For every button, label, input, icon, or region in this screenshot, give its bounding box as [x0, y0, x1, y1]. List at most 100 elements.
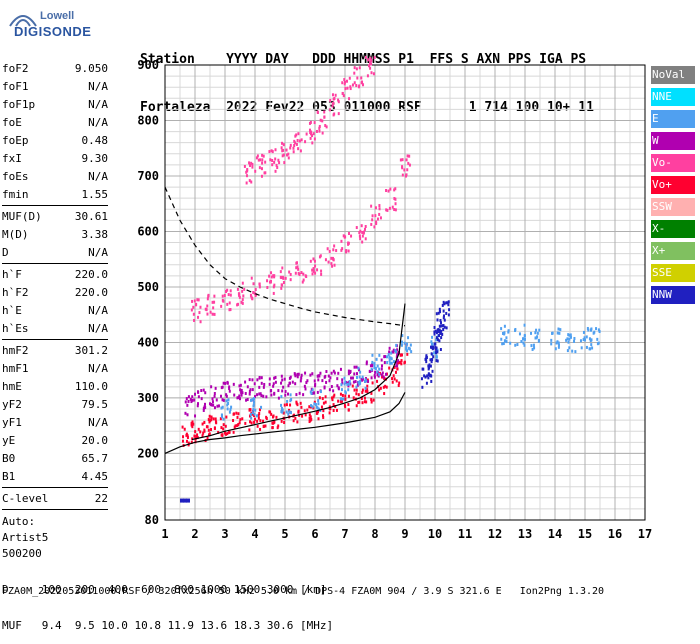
echo-point — [207, 294, 210, 298]
echo-point — [343, 382, 346, 386]
echo-point — [370, 400, 373, 404]
echo-point — [362, 231, 365, 235]
echo-point — [310, 404, 313, 408]
echo-point — [361, 230, 364, 234]
echo-point — [365, 360, 368, 364]
echo-point — [252, 400, 255, 404]
x-tick-label: 10 — [428, 527, 442, 541]
echo-point — [272, 384, 275, 388]
echo-point — [438, 307, 441, 311]
echo-point — [206, 312, 209, 316]
echo-point — [256, 154, 259, 158]
echo-point — [535, 336, 538, 340]
echo-point — [249, 413, 252, 417]
echo-point — [241, 298, 244, 302]
echo-point — [227, 398, 230, 402]
x-tick-label: 13 — [518, 527, 532, 541]
echo-point — [348, 382, 351, 386]
echo-point — [374, 370, 377, 374]
echo-point — [366, 58, 369, 62]
echo-point — [433, 351, 436, 355]
echo-point — [347, 408, 350, 412]
echo-point — [277, 158, 280, 162]
echo-point — [228, 389, 231, 393]
echo-point — [237, 396, 240, 400]
echo-point — [343, 82, 346, 86]
param-name: hmE — [2, 380, 22, 393]
echo-point — [331, 396, 334, 400]
header-labels: Station YYYY DAY DDD HHMMSS P1 FFS S AXN… — [140, 52, 587, 67]
echo-point — [343, 376, 346, 380]
echo-point — [379, 216, 382, 220]
echo-point — [378, 207, 381, 211]
echo-point — [217, 404, 220, 408]
echo-point — [225, 415, 228, 419]
echo-point — [186, 403, 189, 407]
echo-point — [432, 345, 435, 349]
echo-point — [214, 417, 217, 421]
echo-point — [248, 378, 251, 382]
echo-point — [269, 410, 272, 414]
echo-point — [329, 376, 332, 380]
echo-point — [357, 366, 360, 370]
echo-point — [257, 416, 260, 420]
echo-point — [405, 174, 408, 178]
param-divider — [2, 487, 108, 488]
echo-point — [284, 393, 287, 397]
echo-point — [184, 400, 187, 404]
echo-point — [280, 146, 283, 150]
echo-point — [344, 390, 347, 394]
echo-point — [258, 392, 261, 396]
echo-point — [332, 395, 335, 399]
echo-point — [332, 101, 335, 105]
echo-point — [433, 332, 436, 336]
echo-point — [263, 382, 266, 386]
echo-point — [432, 355, 435, 359]
echo-point — [393, 188, 396, 192]
echo-point — [253, 420, 256, 424]
echo-point — [249, 420, 252, 424]
echo-point — [435, 338, 438, 342]
echo-point — [207, 428, 210, 432]
echo-point — [199, 305, 202, 309]
echo-point — [337, 100, 340, 104]
echo-point — [447, 313, 450, 317]
echo-point — [358, 400, 361, 404]
echo-point — [222, 417, 225, 421]
param-row: B1 4.45 — [2, 468, 108, 486]
echo-point — [334, 404, 337, 408]
echo-point — [211, 400, 214, 404]
echo-point — [388, 355, 391, 359]
echo-point — [296, 420, 299, 424]
echo-point — [332, 408, 335, 412]
legend: NoVal NNE E W Vo- Vo+ SSW X- X+ SSE NNW — [651, 66, 695, 308]
echo-point — [250, 295, 253, 299]
echo-point — [381, 371, 384, 375]
echo-point — [282, 153, 285, 157]
echo-point — [309, 120, 312, 124]
echo-point — [397, 384, 400, 388]
echo-point — [226, 403, 229, 407]
echo-point — [320, 405, 323, 409]
echo-point — [314, 382, 317, 386]
echo-point — [371, 214, 374, 218]
echo-point — [260, 167, 263, 171]
echo-point — [370, 204, 373, 208]
echo-point — [286, 399, 289, 403]
echo-point — [568, 333, 571, 337]
echo-point — [220, 394, 223, 398]
echo-point — [360, 397, 363, 401]
echo-point — [355, 388, 358, 392]
x-tick-label: 5 — [281, 527, 288, 541]
echo-point — [326, 247, 329, 251]
echo-point — [337, 387, 340, 391]
echo-point — [213, 300, 216, 304]
echo-point — [355, 375, 358, 379]
echo-point — [341, 81, 344, 85]
echo-point — [439, 330, 442, 334]
echo-point — [537, 339, 540, 343]
echo-point — [312, 132, 315, 136]
echo-point — [273, 283, 276, 287]
x-tick-label: 15 — [578, 527, 592, 541]
echo-point — [355, 385, 358, 389]
